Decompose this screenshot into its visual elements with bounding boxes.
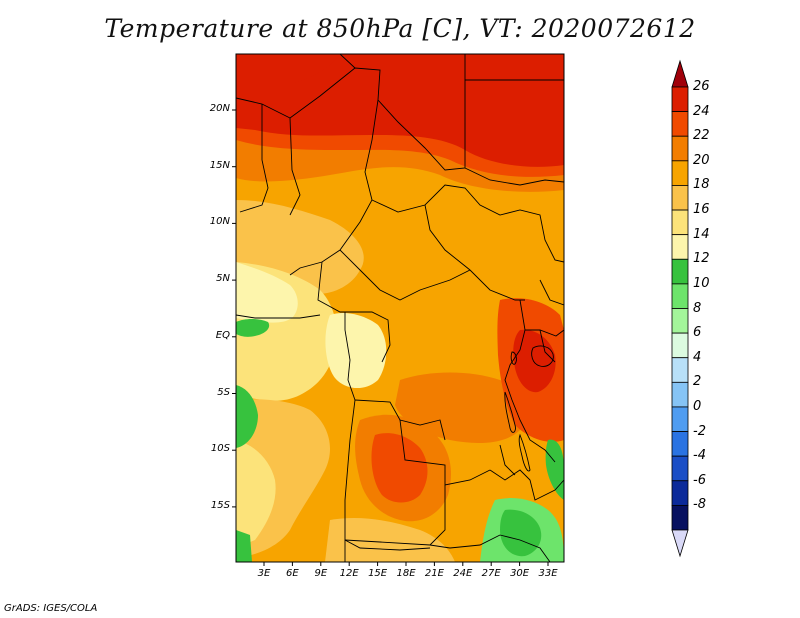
colorbar-swatch [671, 406, 689, 432]
colorbar-label: -6 [693, 472, 706, 488]
colorbar-label: 20 [693, 152, 710, 168]
y-tick-label: 5N [216, 273, 230, 285]
colorbar-swatch [671, 234, 689, 260]
grads-credit: GrADS: IGES/COLA [4, 603, 98, 614]
colorbar-label: 2 [693, 374, 702, 390]
map-frame [235, 53, 565, 563]
y-tick-label: EQ [215, 329, 230, 341]
colorbar-swatch [671, 111, 689, 137]
colorbar-swatch [671, 431, 689, 457]
y-tick-label: 5S [217, 386, 230, 398]
page-title: Temperature at 850hPa [C], VT: 202007261… [104, 14, 696, 43]
colorbar-swatch [671, 283, 689, 309]
temperature-field [236, 54, 564, 562]
colorbar-label: 12 [693, 251, 710, 267]
lakes [504, 345, 554, 472]
colorbar-swatch [671, 258, 689, 285]
country-borders [236, 54, 564, 562]
colorbar-label: 18 [693, 177, 710, 193]
colorbar-label: 24 [693, 103, 710, 119]
colorbar-swatch [671, 308, 689, 334]
x-tick-label: 9E [314, 568, 328, 579]
colorbar-swatch [671, 455, 689, 482]
colorbar-swatch [671, 160, 689, 186]
y-tick-label: 10S [210, 443, 230, 455]
x-tick-label: 12E [339, 568, 359, 579]
x-tick-label: 21E [424, 568, 444, 579]
colorbar-swatch [671, 135, 689, 162]
colorbar-swatch [671, 381, 689, 408]
colorbar-swatch [671, 86, 689, 113]
x-tick-label: 24E [453, 568, 473, 579]
colorbar-label: 22 [693, 128, 710, 144]
colorbar-bottom-cap [671, 529, 689, 558]
colorbar-label: 14 [693, 226, 710, 242]
x-ticks [263, 562, 549, 566]
y-tick-label: 20N [209, 103, 230, 114]
colorbar-label: 4 [693, 349, 702, 365]
colorbar-swatch [671, 480, 689, 506]
colorbar-label: 6 [693, 325, 702, 341]
colorbar-label: 8 [693, 300, 702, 316]
colorbar-top-cap [671, 59, 689, 88]
x-tick-label: 30E [510, 568, 530, 579]
colorbar-label: -8 [693, 497, 706, 513]
colorbar-swatch [671, 209, 689, 236]
colorbar-label: 16 [693, 202, 710, 218]
y-tick-label: 15S [210, 499, 230, 511]
colorbar-label: -2 [693, 423, 706, 439]
y-ticks [232, 109, 236, 508]
colorbar-swatch [671, 504, 689, 531]
colorbar-swatch [671, 185, 689, 211]
x-tick-label: 27E [481, 568, 501, 579]
colorbar-label: -4 [693, 448, 706, 464]
x-tick-label: 15E [368, 568, 388, 579]
y-tick-label: 15N [209, 159, 230, 171]
y-tick-label: 10N [209, 216, 230, 228]
colorbar-swatch [671, 357, 689, 383]
colorbar [671, 59, 689, 558]
colorbar-label: 10 [693, 275, 710, 291]
x-tick-label: 3E [257, 568, 271, 579]
x-tick-label: 6E [286, 568, 299, 579]
x-tick-label: 18E [396, 568, 416, 579]
colorbar-label: 0 [693, 398, 702, 414]
colorbar-swatch [671, 332, 689, 359]
colorbar-label: 26 [693, 79, 710, 94]
x-tick-label: 33E [538, 568, 558, 579]
